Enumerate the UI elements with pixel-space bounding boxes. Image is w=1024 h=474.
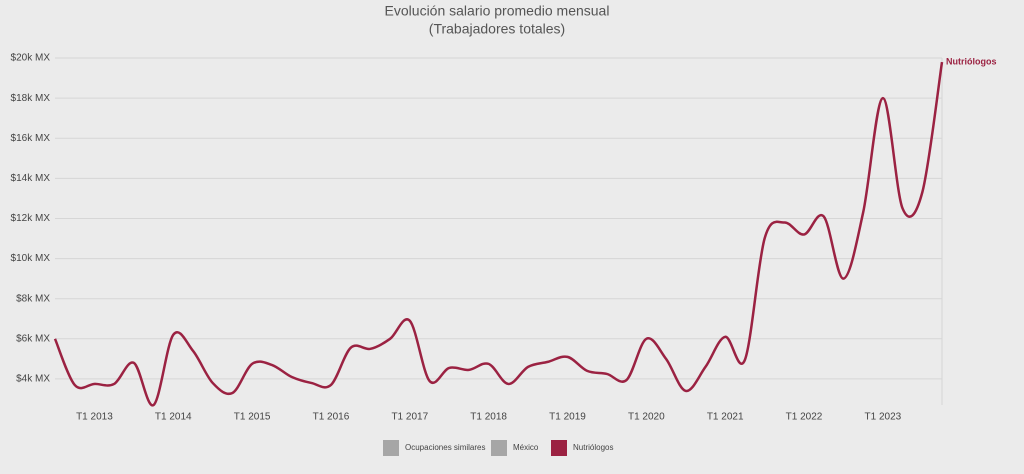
x-tick-label: T1 2023: [865, 412, 902, 423]
x-tick-label: T1 2022: [786, 412, 823, 423]
x-tick-label: T1 2014: [155, 412, 192, 423]
series-end-label: Nutriólogos: [946, 56, 997, 66]
x-tick-label: T1 2013: [76, 412, 113, 423]
legend-swatch: [491, 440, 507, 456]
y-tick-label: $8k MX: [16, 293, 50, 304]
legend-label: Ocupaciones similares: [405, 443, 485, 452]
legend-swatch: [383, 440, 399, 456]
x-tick-label: T1 2016: [313, 412, 350, 423]
y-tick-label: $4k MX: [16, 374, 50, 385]
y-tick-label: $6k MX: [16, 333, 50, 344]
x-tick-label: T1 2018: [470, 412, 507, 423]
y-tick-label: $20k MX: [11, 53, 51, 64]
legend-label: Nutriólogos: [573, 443, 613, 452]
x-tick-label: T1 2021: [707, 412, 744, 423]
y-tick-label: $12k MX: [11, 213, 51, 224]
y-tick-label: $16k MX: [11, 133, 51, 144]
series-line: [53, 61, 944, 407]
x-tick-label: T1 2017: [391, 412, 428, 423]
chart-subtitle: (Trabajadores totales): [429, 21, 565, 37]
y-tick-label: $18k MX: [11, 93, 51, 104]
chart-title: Evolución salario promedio mensual: [385, 3, 610, 19]
x-tick-label: T1 2020: [628, 412, 665, 423]
x-tick-label: T1 2015: [234, 412, 271, 423]
y-tick-label: $10k MX: [11, 253, 51, 264]
legend-label: México: [513, 443, 539, 452]
x-tick-label: T1 2019: [549, 412, 586, 423]
y-tick-label: $14k MX: [11, 173, 51, 184]
legend-swatch: [551, 440, 567, 456]
